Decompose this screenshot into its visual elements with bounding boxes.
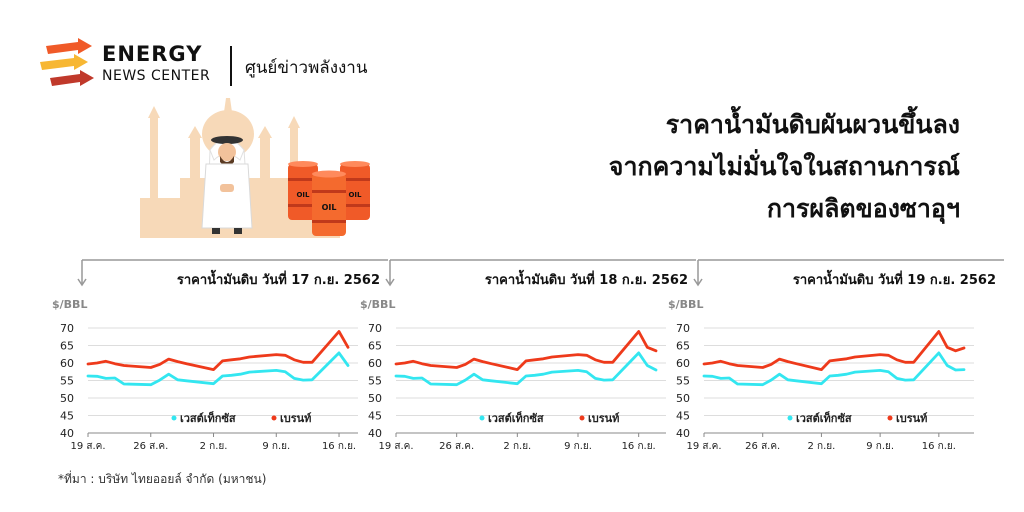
- y-tick-label: 50: [676, 392, 690, 405]
- chart-title: ราคาน้ำมันดิบ วันที่ 18 ก.ย. 2562: [485, 269, 688, 288]
- x-tick-label: 16 ก.ย.: [622, 441, 656, 452]
- x-tick-label: 19 ส.ค.: [70, 441, 105, 452]
- headline-line: ราคาน้ำมันดิบผันผวนขึ้นลง: [665, 110, 960, 139]
- series-line-brent: [394, 330, 658, 371]
- line-chart: ราคาน้ำมันดิบ วันที่ 18 ก.ย. 2562 $/BBL 40…: [360, 259, 696, 452]
- y-axis-label: $/BBL: [360, 298, 395, 311]
- legend-label: เวสต์เท็กซัส: [796, 411, 852, 425]
- source-note: *ที่มา : บริษัท ไทยออยล์ จำกัด (มหาชน): [58, 472, 267, 486]
- y-tick-label: 40: [676, 427, 690, 440]
- header-arrow-icon: [385, 259, 696, 287]
- series-line-brent: [702, 330, 966, 371]
- x-tick-label: 26 ส.ค.: [133, 441, 168, 452]
- y-tick-label: 40: [368, 427, 382, 440]
- x-tick-label: 26 ส.ค.: [439, 441, 474, 452]
- chart-title: ราคาน้ำมันดิบ วันที่ 17 ก.ย. 2562: [177, 269, 380, 288]
- series-line-wti: [86, 351, 350, 387]
- y-tick-label: 50: [60, 392, 74, 405]
- legend-label: เบรนท์: [280, 412, 311, 425]
- line-chart: ราคาน้ำมันดิบ วันที่ 19 ก.ย. 2562 $/BBL 40…: [668, 259, 1004, 452]
- y-tick-label: 55: [368, 375, 382, 388]
- brand-subtitle: NEWS CENTER: [102, 68, 211, 84]
- x-tick-label: 2 ก.ย.: [200, 441, 228, 452]
- illustration: OIL OIL OIL: [140, 98, 370, 238]
- legend-label: เบรนท์: [588, 412, 619, 425]
- y-tick-label: 55: [676, 375, 690, 388]
- y-tick-label: 70: [676, 322, 690, 335]
- headline-line: การผลิตของซาอุฯ: [766, 194, 960, 223]
- y-tick-label: 70: [368, 322, 382, 335]
- chart-title: ราคาน้ำมันดิบ วันที่ 19 ก.ย. 2562: [793, 269, 996, 288]
- y-tick-label: 60: [368, 357, 382, 370]
- y-tick-label: 65: [60, 340, 74, 353]
- y-tick-label: 60: [60, 357, 74, 370]
- series-line-brent: [86, 330, 350, 371]
- legend-marker: [787, 415, 793, 421]
- brand-thai-name: ศูนย์ข่าวพลังงาน: [245, 58, 368, 78]
- headline: ราคาน้ำมันดิบผันผวนขึ้นลง จากความไม่มั่น…: [609, 104, 960, 230]
- legend-marker: [479, 415, 485, 421]
- y-tick-label: 45: [60, 410, 74, 423]
- brand-name: ENERGY: [102, 42, 203, 66]
- barrel-label: OIL: [296, 191, 310, 199]
- header-arrow-icon: [693, 259, 1004, 287]
- logo: ENERGY NEWS CENTER ศูนย์ข่าวพลังงาน: [40, 38, 370, 94]
- y-tick-label: 70: [60, 322, 74, 335]
- x-tick-label: 9 ก.ย.: [564, 441, 592, 452]
- x-tick-label: 19 ส.ค.: [378, 441, 413, 452]
- header-arrow-icon: [77, 259, 388, 287]
- y-tick-label: 50: [368, 392, 382, 405]
- chart-panel: ราคาน้ำมันดิบ วันที่ 17 ก.ย. 2562 $/BBL 40…: [52, 258, 388, 463]
- energy-arrows-icon: [40, 38, 94, 86]
- y-axis-label: $/BBL: [668, 298, 703, 311]
- y-axis-label: $/BBL: [52, 298, 87, 311]
- legend-label: เวสต์เท็กซัส: [488, 411, 544, 425]
- series-line-wti: [394, 351, 658, 387]
- x-tick-label: 16 ก.ย.: [322, 441, 356, 452]
- x-tick-label: 19 ส.ค.: [686, 441, 721, 452]
- logo-divider: [230, 46, 232, 86]
- chart-panel: ราคาน้ำมันดิบ วันที่ 19 ก.ย. 2562 $/BBL 40…: [668, 258, 1004, 463]
- legend-label: เบรนท์: [896, 412, 927, 425]
- y-tick-label: 40: [60, 427, 74, 440]
- y-tick-label: 65: [368, 340, 382, 353]
- barrel-label: OIL: [348, 191, 362, 199]
- x-tick-label: 26 ส.ค.: [745, 441, 780, 452]
- legend-marker: [171, 415, 177, 421]
- oil-barrel-icon: OIL OIL OIL: [288, 161, 370, 236]
- x-tick-label: 9 ก.ย.: [866, 441, 894, 452]
- series-line-wti: [702, 351, 966, 387]
- headline-line: จากความไม่มั่นใจในสถานการณ์: [608, 152, 960, 181]
- x-tick-label: 9 ก.ย.: [262, 441, 290, 452]
- y-tick-label: 60: [676, 357, 690, 370]
- y-tick-label: 65: [676, 340, 690, 353]
- x-tick-label: 2 ก.ย.: [503, 441, 531, 452]
- legend-label: เวสต์เท็กซัส: [180, 411, 236, 425]
- barrel-label: OIL: [322, 203, 337, 212]
- legend-marker: [271, 415, 277, 421]
- chart-panel: ราคาน้ำมันดิบ วันที่ 18 ก.ย. 2562 $/BBL 40…: [360, 258, 696, 463]
- legend-marker: [579, 415, 585, 421]
- arab-man-icon: [201, 136, 253, 234]
- x-tick-label: 2 ก.ย.: [808, 441, 836, 452]
- y-tick-label: 45: [368, 410, 382, 423]
- line-chart: ราคาน้ำมันดิบ วันที่ 17 ก.ย. 2562 $/BBL 40…: [52, 259, 388, 452]
- y-tick-label: 45: [676, 410, 690, 423]
- x-tick-label: 16 ก.ย.: [922, 441, 956, 452]
- legend-marker: [887, 415, 893, 421]
- y-tick-label: 55: [60, 375, 74, 388]
